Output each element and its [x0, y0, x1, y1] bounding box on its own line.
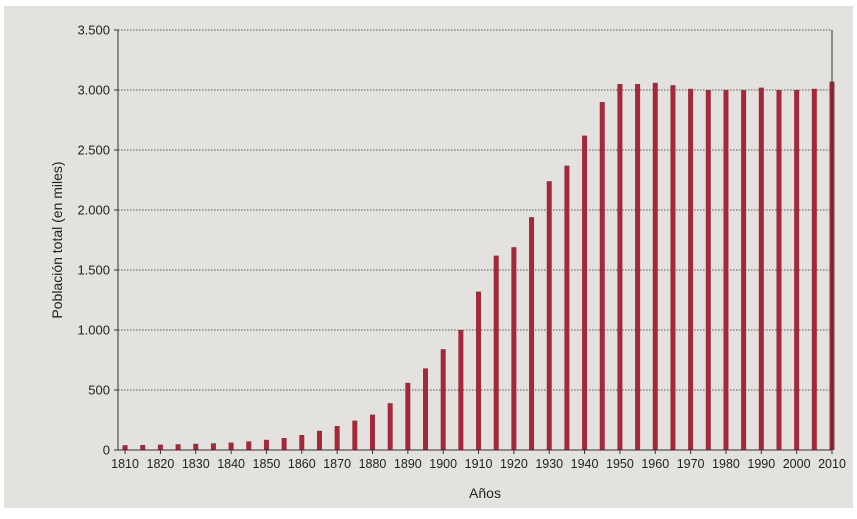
y-tick-label: 3.000 — [77, 83, 110, 98]
x-tick-label: 1930 — [535, 457, 563, 471]
y-tick-label: 1.000 — [77, 323, 110, 338]
x-tick-label: 1840 — [217, 457, 245, 471]
bar — [299, 435, 305, 450]
bar — [316, 430, 322, 450]
x-tick-label: 2000 — [783, 457, 811, 471]
bar — [140, 444, 146, 450]
y-tick-label: 1.500 — [77, 263, 110, 278]
bar — [193, 443, 199, 450]
bar — [440, 349, 446, 450]
bar — [210, 443, 216, 450]
bar — [758, 87, 764, 450]
bar — [122, 445, 128, 450]
x-axis-label: Años — [469, 485, 501, 501]
bar — [582, 135, 588, 450]
gridlines — [118, 29, 832, 391]
x-tick-label: 1950 — [606, 457, 634, 471]
bar — [705, 90, 711, 450]
x-tick-label: 1810 — [111, 457, 139, 471]
bar — [741, 90, 747, 450]
bar — [811, 88, 817, 451]
x-tick-label: 1820 — [147, 457, 175, 471]
bar — [617, 84, 623, 450]
y-tick-label: 500 — [88, 383, 110, 398]
bar — [635, 84, 641, 450]
x-tick-label: 1870 — [323, 457, 351, 471]
x-tick-label: 1910 — [465, 457, 493, 471]
bar — [670, 85, 676, 450]
x-tick-label: 1960 — [641, 457, 669, 471]
y-tick-labels: 0 500 1.000 1.500 2.000 2.500 3.000 3.500 — [77, 23, 118, 458]
x-tick-label: 1980 — [712, 457, 740, 471]
bar — [599, 102, 605, 450]
y-tick-label: 3.500 — [77, 23, 110, 38]
bar — [546, 181, 552, 450]
bar — [794, 90, 800, 450]
x-tick-labels: 1810 1820 1830 1840 1850 1860 1870 1880 1890 1900… — [111, 450, 846, 471]
bar — [175, 444, 181, 450]
x-tick-label: 1850 — [253, 457, 281, 471]
bar — [334, 426, 340, 450]
y-tick-label: 2.500 — [77, 143, 110, 158]
bar — [263, 439, 269, 450]
x-tick-label: 2010 — [818, 457, 846, 471]
bar — [493, 255, 499, 450]
bar — [423, 368, 429, 450]
bar — [246, 441, 252, 450]
y-axis-label: Población total (en miles) — [49, 161, 65, 318]
x-tick-label: 1830 — [182, 457, 210, 471]
bar — [476, 291, 482, 450]
bar — [387, 403, 393, 450]
x-tick-label: 1920 — [500, 457, 528, 471]
axes — [117, 30, 833, 451]
bar — [688, 88, 694, 451]
bar — [369, 414, 375, 450]
bar — [157, 444, 163, 450]
bar — [352, 420, 358, 450]
bar — [281, 438, 287, 450]
x-tick-label: 1860 — [288, 457, 316, 471]
x-tick-label: 1940 — [571, 457, 599, 471]
bar — [776, 90, 782, 450]
bar — [511, 247, 517, 450]
bar — [564, 165, 570, 450]
bar — [652, 82, 658, 451]
x-tick-label: 1900 — [429, 457, 457, 471]
x-tick-label: 1990 — [747, 457, 775, 471]
bar — [405, 382, 411, 450]
bar — [529, 217, 535, 450]
bar — [723, 90, 729, 450]
bar — [458, 330, 464, 450]
x-tick-label: 1880 — [359, 457, 387, 471]
x-tick-label: 1890 — [394, 457, 422, 471]
y-tick-label: 2.000 — [77, 203, 110, 218]
x-tick-label: 1970 — [677, 457, 705, 471]
y-tick-label: 0 — [103, 443, 110, 458]
bar — [228, 442, 234, 450]
